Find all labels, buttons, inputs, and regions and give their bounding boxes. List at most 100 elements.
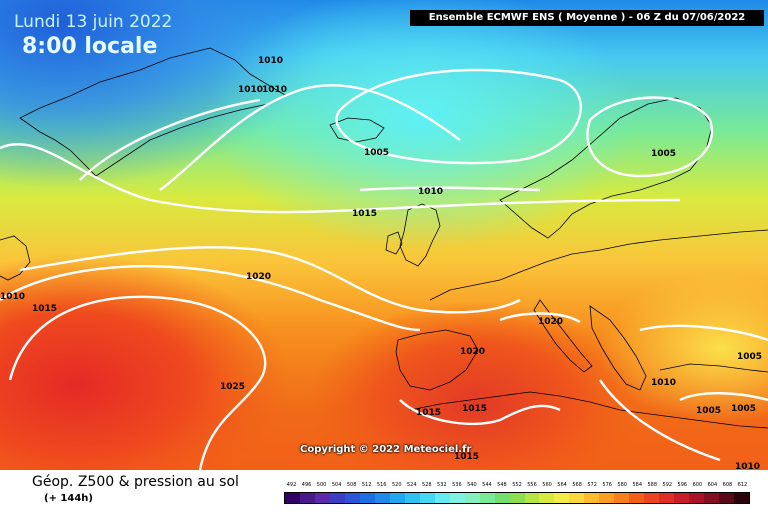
isobar-label: 1010 [735,462,760,470]
scale-value-label: 532 [437,482,447,488]
scale-value-label: 544 [482,482,492,488]
scale-color-cell [479,493,495,503]
turkey-coast [659,363,768,373]
scale-value-label: 520 [391,482,402,488]
scale-value-label: 496 [301,482,312,488]
isobar-labels: 1010 1010 1010 1005 1005 1010 1015 1020 … [0,56,762,470]
scale-color-cell [314,493,330,503]
isobar-label: 1010 [0,292,25,302]
scale-value-label: 516 [376,482,387,488]
scale-color-cell [404,493,420,503]
isobar-label: 1020 [538,317,563,327]
iberia-coast [395,329,479,391]
scale-color-cell [584,493,600,503]
scale-value-label: 564 [557,482,567,488]
isobar-1015-mid [0,142,681,214]
isobar-1020-atlantic [19,246,521,314]
scale-value-label: 552 [512,482,522,488]
scale-color-cell [494,493,510,503]
scale-color-cell [374,493,390,503]
isobar-label: 1005 [696,406,721,416]
legend-title: Géop. Z500 & pression au sol [32,474,239,490]
scale-color-cell [434,493,450,503]
isobar-1005-iceland [335,68,582,165]
scale-value-label: 492 [286,482,297,488]
scale-value-label: 528 [422,482,432,488]
scale-value-label: 540 [467,482,477,488]
scale-color-cell [674,493,690,503]
isobar-label: 1010 [258,56,283,66]
balkans-coast [589,305,647,391]
isobar-1020-big [0,264,421,332]
isobar-label: 1010 [238,85,263,95]
color-scale: 492 496 500 504 508 512 516 520 524 528 532 536 540 5… [284,480,750,508]
isobar-label: 1010 [651,378,676,388]
scale-color-cell [344,493,360,503]
scale-value-label: 612 [737,482,748,488]
isobar-label: 1025 [220,382,245,392]
scale-color-cell [734,493,750,503]
scale-value-label: 580 [617,482,627,488]
yellow-east-shading [0,0,768,470]
north-africa-coast [409,391,768,429]
scale-color-cell [285,493,300,503]
isobar-label: 1005 [651,149,676,159]
canada-coast [0,235,31,281]
scale-color-cell [329,493,345,503]
scale-value-label: 504 [331,482,342,488]
copyright-notice: Copyright © 2022 Meteociel.fr [300,444,472,455]
scale-value-label: 596 [677,482,688,488]
isobar-label: 1005 [364,148,389,158]
scale-color-cell [524,493,540,503]
iceland-coast [329,117,385,143]
scale-color-cell [644,493,660,503]
color-scale-bar [284,492,750,504]
ireland-coast [385,231,403,255]
scale-value-label: 556 [527,482,537,488]
isobar-label: 1015 [462,404,487,414]
scale-color-cell [689,493,705,503]
scale-color-cell [719,493,735,503]
legend-panel [0,470,768,512]
scale-color-cell [629,493,645,503]
isobar-label: 1015 [454,452,479,462]
scale-value-label: 524 [406,482,417,488]
scale-color-cell [509,493,525,503]
scale-value-label: 500 [316,482,327,488]
scale-color-cell [299,493,315,503]
scale-value-label: 536 [452,482,462,488]
isobar-label: 1020 [246,272,271,282]
isobar-label: 1015 [32,304,57,314]
isobar-1020-alps [499,312,581,324]
isobar-1015-iberia [399,399,561,426]
scale-color-cell [704,493,720,503]
scale-value-label: 584 [632,482,642,488]
isobar-1005-scandi [586,96,713,178]
scale-value-label: 508 [346,482,357,488]
isobar-1005-east [639,324,768,342]
model-run-banner: Ensemble ECMWF ENS ( Moyenne ) - 06 Z du… [410,10,764,26]
isobar-label: 1005 [737,352,762,362]
isobars [0,68,768,470]
isobar-label: 1010 [418,187,443,197]
scale-color-cell [554,493,570,503]
isobar-1025-azores [8,295,267,470]
color-scale-labels: 492 496 500 504 508 512 516 520 524 528 532 536 540 5… [284,480,750,490]
scale-value-label: 588 [647,482,658,488]
forecast-range: (+ 144h) [44,493,93,504]
scale-color-cell [614,493,630,503]
scale-value-label: 576 [602,482,612,488]
scale-value-label: 512 [361,482,372,488]
isobar-label: 1010 [262,85,287,95]
scale-color-cell [419,493,435,503]
isobar-1010-mid [359,186,541,192]
europe-coast [429,229,768,301]
scale-color-cell [389,493,405,503]
isobar-label: 1015 [416,408,441,418]
isobar-1010-west [79,98,261,181]
scale-value-label: 608 [722,482,733,488]
italy-coast [533,299,593,373]
scale-color-cell [449,493,465,503]
isobar-label: 1015 [352,209,377,219]
isobar-label: 1020 [460,347,485,357]
